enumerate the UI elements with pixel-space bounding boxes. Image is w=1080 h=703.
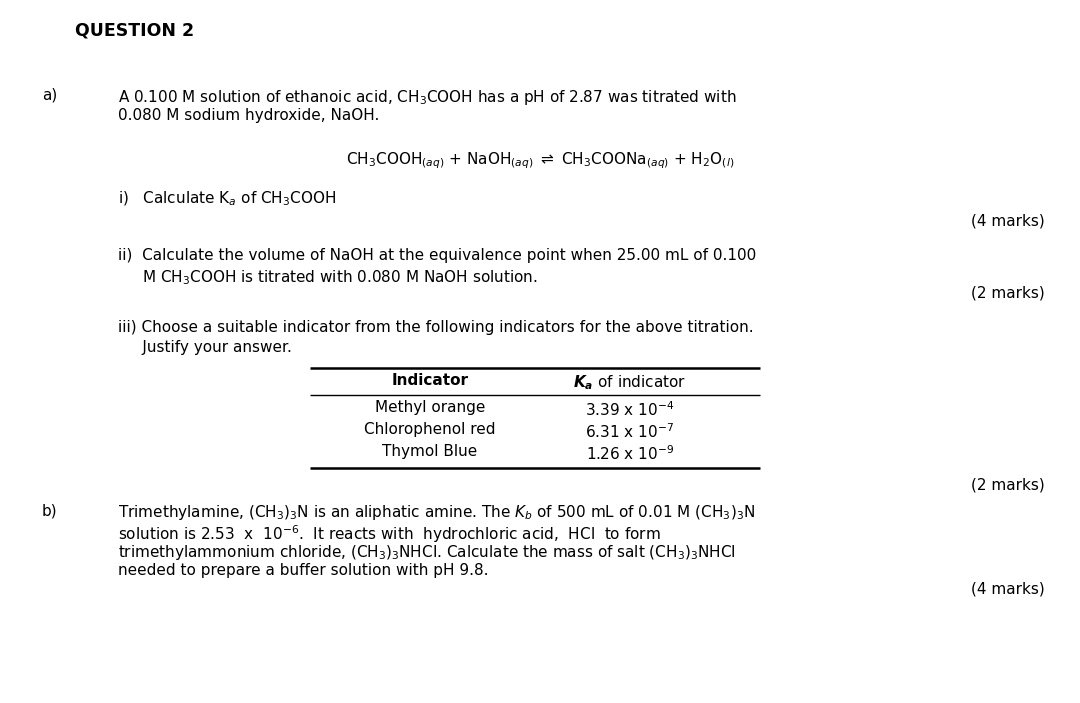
Text: 6.31 x 10$^{-7}$: 6.31 x 10$^{-7}$ (585, 422, 675, 441)
Text: iii) Choose a suitable indicator from the following indicators for the above tit: iii) Choose a suitable indicator from th… (118, 320, 754, 335)
Text: (2 marks): (2 marks) (971, 285, 1045, 300)
Text: 3.39 x 10$^{-4}$: 3.39 x 10$^{-4}$ (585, 400, 675, 419)
Text: (4 marks): (4 marks) (971, 581, 1045, 596)
Text: QUESTION 2: QUESTION 2 (75, 22, 194, 40)
Text: trimethylammonium chloride, (CH$_3$)$_3$NHCI. Calculate the mass of salt (CH$_3$: trimethylammonium chloride, (CH$_3$)$_3$… (118, 543, 735, 562)
Text: solution is 2.53  x  10$^{-6}$.  It reacts with  hydrochloric acid,  HCl  to for: solution is 2.53 x 10$^{-6}$. It reacts … (118, 523, 661, 545)
Text: 0.080 M sodium hydroxide, NaOH.: 0.080 M sodium hydroxide, NaOH. (118, 108, 379, 123)
Text: a): a) (42, 88, 57, 103)
Text: 1.26 x 10$^{-9}$: 1.26 x 10$^{-9}$ (585, 444, 674, 463)
Text: $\bfit{K_a}$ of indicator: $\bfit{K_a}$ of indicator (573, 373, 687, 392)
Text: Indicator: Indicator (391, 373, 469, 388)
Text: (4 marks): (4 marks) (971, 213, 1045, 228)
Text: Justify your answer.: Justify your answer. (118, 340, 292, 355)
Text: needed to prepare a buffer solution with pH 9.8.: needed to prepare a buffer solution with… (118, 563, 488, 578)
Text: Trimethylamine, (CH$_3$)$_3$N is an aliphatic amine. The $K_b$ of 500 mL of 0.01: Trimethylamine, (CH$_3$)$_3$N is an alip… (118, 503, 755, 522)
Text: b): b) (42, 503, 57, 518)
Text: Thymol Blue: Thymol Blue (382, 444, 477, 459)
Text: i)   Calculate K$_a$ of CH$_3$COOH: i) Calculate K$_a$ of CH$_3$COOH (118, 190, 337, 208)
Text: Chlorophenol red: Chlorophenol red (364, 422, 496, 437)
Text: ii)  Calculate the volume of NaOH at the equivalence point when 25.00 mL of 0.10: ii) Calculate the volume of NaOH at the … (118, 248, 756, 263)
Text: Methyl orange: Methyl orange (375, 400, 485, 415)
Text: CH$_3$COOH$_{(aq)}$ + NaOH$_{(aq)}$ $\rightleftharpoons$ CH$_3$COONa$_{(aq)}$ + : CH$_3$COOH$_{(aq)}$ + NaOH$_{(aq)}$ $\ri… (346, 150, 734, 171)
Text: M CH$_3$COOH is titrated with 0.080 M NaOH solution.: M CH$_3$COOH is titrated with 0.080 M Na… (118, 268, 538, 287)
Text: (2 marks): (2 marks) (971, 478, 1045, 493)
Text: A 0.100 M solution of ethanoic acid, CH$_3$COOH has a pH of 2.87 was titrated wi: A 0.100 M solution of ethanoic acid, CH$… (118, 88, 737, 107)
